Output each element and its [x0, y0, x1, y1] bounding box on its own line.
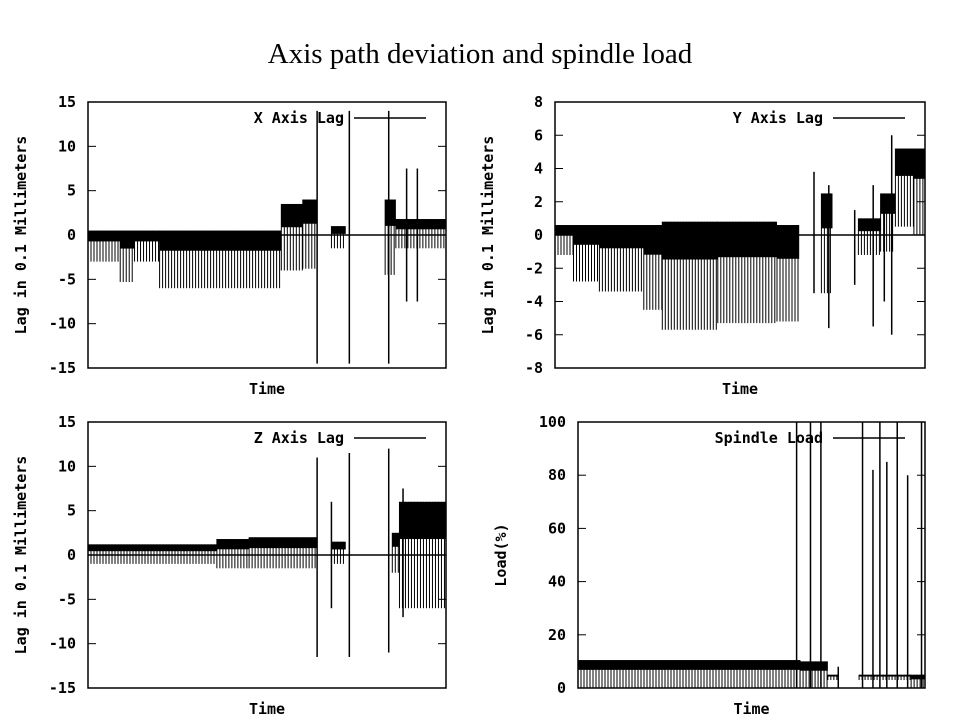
data-band	[302, 199, 318, 224]
y-tick-label: 0	[534, 226, 543, 244]
data-band	[385, 199, 396, 226]
chart-panel-3: 15 10 5 0 -5 -10 -15 Z Axis Lag Time Lag in 0.1 M…	[12, 413, 447, 718]
y-tick-label: -8	[525, 359, 543, 377]
y-tick-label: -5	[58, 270, 76, 288]
y-tick-label: 10	[58, 457, 76, 475]
plot-frame	[87, 101, 447, 369]
data-band	[662, 221, 718, 260]
legend-label: Z Axis Lag	[254, 429, 344, 447]
y-axis-label: Lag in 0.1 Millimeters	[12, 136, 30, 335]
data-band	[249, 537, 318, 549]
data-band	[331, 226, 346, 234]
y-tick-label: -4	[525, 293, 543, 311]
y-tick-label: -6	[525, 326, 543, 344]
y-tick-label: -15	[49, 679, 76, 697]
y-tick-label: 100	[539, 413, 566, 431]
data-band	[216, 539, 250, 550]
y-axis-label: Lag in 0.1 Millimeters	[479, 136, 497, 335]
data-band	[573, 225, 600, 245]
legend-label: Spindle Load	[715, 429, 823, 447]
data-band	[134, 230, 160, 242]
y-tick-label: -10	[49, 635, 76, 653]
y-tick-label: 20	[548, 626, 566, 644]
legend-label: Y Axis Lag	[733, 109, 823, 127]
plot-frame	[554, 101, 926, 369]
y-tick-label: 6	[534, 126, 543, 144]
data-band	[392, 532, 400, 547]
chart-panel-1: 15 10 5 0 -5 -10 -15 X Axis Lag Time Lag in 0.1 M…	[12, 93, 447, 398]
x-axis-label: Time	[249, 380, 285, 398]
y-tick-label: 5	[67, 182, 76, 200]
y-tick-label: 4	[534, 160, 543, 178]
data-band	[827, 674, 839, 677]
x-axis-label: Time	[722, 380, 758, 398]
y-tick-label: 60	[548, 519, 566, 537]
x-axis-label: Time	[733, 700, 769, 718]
chart-panel-2: 8 6 4 2 0 -2 -4 -6 -8 Y Axis Lag Time Lag in 0.1 Mi…	[479, 93, 926, 398]
y-tick-label: 0	[557, 679, 566, 697]
y-tick-label: -15	[49, 359, 76, 377]
data-band	[88, 544, 217, 552]
y-tick-label: -5	[58, 590, 76, 608]
y-tick-label: 15	[58, 93, 76, 111]
y-tick-label: 5	[67, 502, 76, 520]
y-tick-label: 0	[67, 546, 76, 564]
data-band	[800, 661, 828, 671]
data-band	[331, 541, 346, 550]
chart-panel-4: 100 80 60 40 20 0 Spindle Load Time Load(%)	[492, 413, 926, 718]
plot-frame	[577, 421, 926, 689]
y-tick-label: -2	[525, 259, 543, 277]
y-axis-label: Load(%)	[492, 523, 510, 586]
data-band	[399, 501, 446, 540]
data-band	[880, 193, 896, 214]
data-band	[88, 230, 121, 242]
y-tick-label: 15	[58, 413, 76, 431]
legend-label: X Axis Lag	[254, 109, 344, 127]
slide-title: Axis path deviation and spindle load	[267, 38, 693, 70]
y-tick-label: 0	[67, 226, 76, 244]
x-axis-label: Time	[249, 700, 285, 718]
y-tick-label: 8	[534, 93, 543, 111]
plot-frame	[87, 421, 447, 689]
data-band	[599, 225, 644, 249]
data-band	[859, 674, 912, 677]
y-tick-label: -10	[49, 315, 76, 333]
data-band	[120, 230, 135, 249]
y-axis-label: Lag in 0.1 Millimeters	[12, 456, 30, 655]
data-band	[911, 674, 925, 680]
data-band	[395, 219, 446, 230]
data-band	[281, 203, 303, 228]
y-tick-label: 2	[534, 193, 543, 211]
y-tick-label: 80	[548, 466, 566, 484]
y-tick-label: 10	[58, 137, 76, 155]
y-tick-label: 40	[548, 573, 566, 591]
